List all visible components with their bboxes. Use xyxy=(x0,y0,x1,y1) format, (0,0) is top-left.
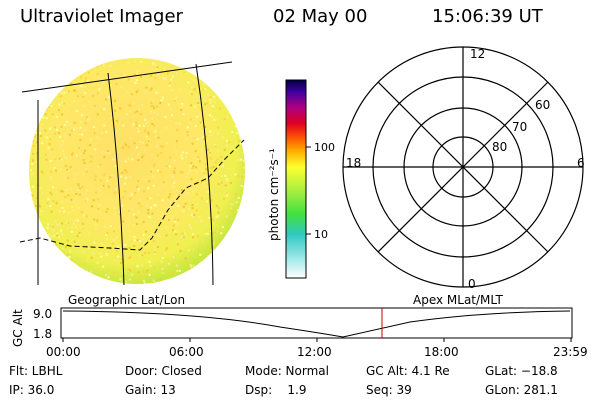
mlt-label-6: 6 xyxy=(577,156,585,170)
status-gc-alt: GC Alt: 4.1 Re xyxy=(366,364,450,378)
timeline-xtick-0: 00:00 xyxy=(46,345,81,359)
timeline-xtick-2: 12:00 xyxy=(297,345,332,359)
image-time: 15:06:39 UT xyxy=(432,6,543,27)
mlt-label-0: 0 xyxy=(468,277,476,291)
timeline-xtick-3: 18:00 xyxy=(424,345,459,359)
status-glat: GLat: −18.8 xyxy=(485,364,558,378)
status-glon: GLon: 281.1 xyxy=(485,383,558,397)
mlat-label-70: 70 xyxy=(512,120,527,134)
colorbar: 100 10 photon cm⁻²s⁻¹ xyxy=(267,79,335,279)
image-date: 02 May 00 xyxy=(273,6,368,27)
geographic-image-panel xyxy=(19,58,245,286)
polar-labels: 12 6 0 18 60 70 80 xyxy=(346,47,585,291)
terminator-line xyxy=(19,139,245,251)
orbit-timeline: GC Alt 9.0 1.8 xyxy=(11,307,573,347)
mlt-label-12: 12 xyxy=(470,47,485,61)
colorbar-scale xyxy=(285,79,307,279)
timeline-ytick-bottom: 1.8 xyxy=(33,327,52,341)
status-door: Door: Closed xyxy=(125,364,202,378)
timeline-ylabel: GC Alt xyxy=(11,309,25,347)
mlat-label-60: 60 xyxy=(535,98,550,112)
status-seq: Seq: 39 xyxy=(366,383,412,397)
colorbar-tick-10: 10 xyxy=(314,228,328,241)
timeline-xtick-1: 06:00 xyxy=(169,345,204,359)
polar-grid xyxy=(342,46,584,288)
apex-label: Apex MLat/MLT xyxy=(413,293,503,307)
status-mode: Mode: Normal xyxy=(245,364,329,378)
timeline-ytick-top: 9.0 xyxy=(33,307,52,321)
colorbar-unit-label: photon cm⁻²s⁻¹ xyxy=(267,148,281,241)
geographic-label: Geographic Lat/Lon xyxy=(68,293,186,307)
app-title: Ultraviolet Imager xyxy=(20,6,183,27)
timeline-xtick-4: 23:59 xyxy=(553,345,588,359)
mlt-label-18: 18 xyxy=(346,156,361,170)
lat-lon-grid xyxy=(21,61,233,286)
status-dsp: Dsp: 1.9 xyxy=(245,383,307,397)
status-gain: Gain: 13 xyxy=(125,383,176,397)
status-filter: Flt: LBHL xyxy=(9,364,63,378)
colorbar-tick-100: 100 xyxy=(314,141,335,154)
altitude-curve xyxy=(62,310,571,338)
status-ip: IP: 36.0 xyxy=(9,383,55,397)
mlat-label-80: 80 xyxy=(492,140,507,154)
